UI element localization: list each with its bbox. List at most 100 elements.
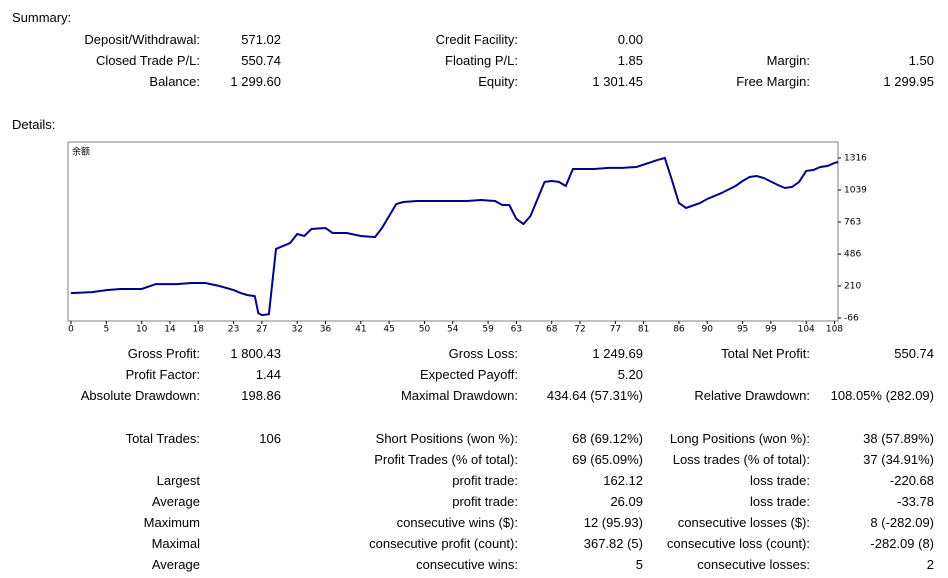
field-label: Deposit/Withdrawal: (84, 32, 200, 47)
field-value: -282.09 (8) (870, 536, 934, 551)
field-value: 1.50 (908, 53, 934, 68)
field-label: consecutive loss (count): (666, 536, 810, 551)
x-tick-label: 81 (638, 325, 649, 335)
x-tick-label: 108 (826, 325, 843, 335)
field-label: Maximal (151, 536, 200, 551)
field-value: 26.09 (610, 494, 643, 509)
x-tick-label: 14 (164, 325, 176, 335)
field-value: -220.68 (889, 473, 934, 488)
x-tick-label: 5 (103, 325, 109, 335)
field-value: 2 (926, 557, 934, 572)
x-tick-label: 90 (701, 325, 713, 335)
plot-frame (67, 141, 839, 322)
field-value: 68 (69.12%) (572, 431, 643, 446)
field-label: Total Trades: (125, 431, 200, 446)
field-value: 38 (57.89%) (863, 431, 934, 446)
x-tick-label: 99 (765, 325, 777, 335)
field-label: consecutive wins ($): (396, 515, 518, 530)
legend-label: 余额 (72, 146, 90, 158)
x-tick-label: 0 (68, 325, 74, 335)
field-value: 571.02 (241, 32, 281, 47)
field-value: 1 249.69 (592, 346, 643, 361)
field-label: consecutive losses ($): (677, 515, 810, 530)
field-label: Expected Payoff: (419, 367, 518, 382)
x-tick-label: 104 (798, 325, 815, 335)
x-tick-label: 68 (546, 325, 558, 335)
field-label: Balance: (149, 74, 200, 89)
field-label: Total Net Profit: (721, 346, 810, 361)
field-value: -33.78 (897, 494, 934, 509)
field-label: Gross Profit: (127, 346, 200, 361)
x-tick-label: 41 (355, 325, 366, 335)
x-tick-label: 36 (320, 325, 332, 335)
y-tick-label: 1316 (844, 153, 867, 163)
field-value: 1 800.43 (230, 346, 281, 361)
field-value: 8 (-282.09) (870, 515, 934, 530)
field-value: 108.05% (282.09) (830, 388, 934, 403)
field-label: consecutive wins: (416, 557, 518, 572)
field-label: Free Margin: (736, 74, 810, 89)
field-label: loss trade: (750, 494, 810, 509)
x-tick-label: 54 (447, 325, 459, 335)
x-tick-label: 86 (673, 325, 685, 335)
field-label: Profit Factor: (125, 367, 200, 382)
field-value: 1 299.60 (230, 74, 281, 89)
y-tick-label: -66 (844, 313, 859, 323)
y-tick-label: 763 (844, 218, 861, 228)
field-label: Short Positions (won %): (375, 431, 518, 446)
field-label: Maximum (143, 515, 200, 530)
field-label: profit trade: (452, 494, 518, 509)
x-tick-label: 27 (256, 325, 267, 335)
field-value: 69 (65.09%) (572, 452, 643, 467)
field-value: 5.20 (617, 367, 643, 382)
field-value: 434.64 (57.31%) (546, 388, 643, 403)
x-tick-label: 77 (610, 325, 621, 335)
field-label: Closed Trade P/L: (95, 53, 200, 68)
field-value: 1.85 (617, 53, 643, 68)
field-label: Absolute Drawdown: (80, 388, 200, 403)
field-label: Credit Facility: (435, 32, 518, 47)
x-tick-label: 95 (737, 325, 748, 335)
field-label: Equity: (478, 74, 518, 89)
x-tick-label: 72 (574, 325, 585, 335)
field-value: 12 (95.93) (583, 515, 643, 530)
x-tick-label: 10 (136, 325, 148, 335)
field-label: consecutive profit (count): (369, 536, 518, 551)
field-label: Profit Trades (% of total): (374, 452, 518, 467)
chart: -66 210 486 763 1039 1316 0 5 10 14 18 23 27 32 36 41 45… (67, 141, 867, 335)
x-tick-label: 59 (482, 325, 494, 335)
field-value: 550.74 (241, 53, 281, 68)
section-title: Summary: (12, 10, 72, 25)
x-tick-label: 32 (291, 325, 302, 335)
x-tick-label: 50 (419, 325, 431, 335)
field-label: Gross Loss: (448, 346, 518, 361)
balance-line (70, 156, 839, 317)
field-value: 37 (34.91%) (863, 452, 934, 467)
field-value: 1 299.95 (883, 74, 934, 89)
field-value: 367.82 (5) (583, 536, 643, 551)
y-tick-label: 1039 (844, 186, 867, 196)
field-label: Floating P/L: (445, 53, 518, 68)
field-value: 550.74 (894, 346, 934, 361)
x-tick-label: 45 (383, 325, 394, 335)
field-label: consecutive losses: (697, 557, 810, 572)
field-label: Average (151, 557, 200, 572)
x-tick-label: 63 (511, 325, 522, 335)
field-label: Relative Drawdown: (694, 388, 810, 403)
field-value: 106 (259, 431, 281, 446)
field-value: 162.12 (603, 473, 643, 488)
field-label: loss trade: (750, 473, 810, 488)
x-tick-label: 23 (228, 325, 239, 335)
field-value: 0.00 (617, 32, 643, 47)
x-tick-label: 18 (193, 325, 205, 335)
field-label: profit trade: (452, 473, 518, 488)
field-value: 1.44 (255, 367, 281, 382)
field-label: Average (151, 494, 200, 509)
field-value: 198.86 (241, 388, 281, 403)
field-label: Margin: (766, 53, 810, 68)
field-label: Loss trades (% of total): (672, 452, 810, 467)
field-label: Long Positions (won %): (669, 431, 810, 446)
section-title: Details: (12, 117, 56, 132)
y-tick-label: 210 (844, 282, 861, 292)
